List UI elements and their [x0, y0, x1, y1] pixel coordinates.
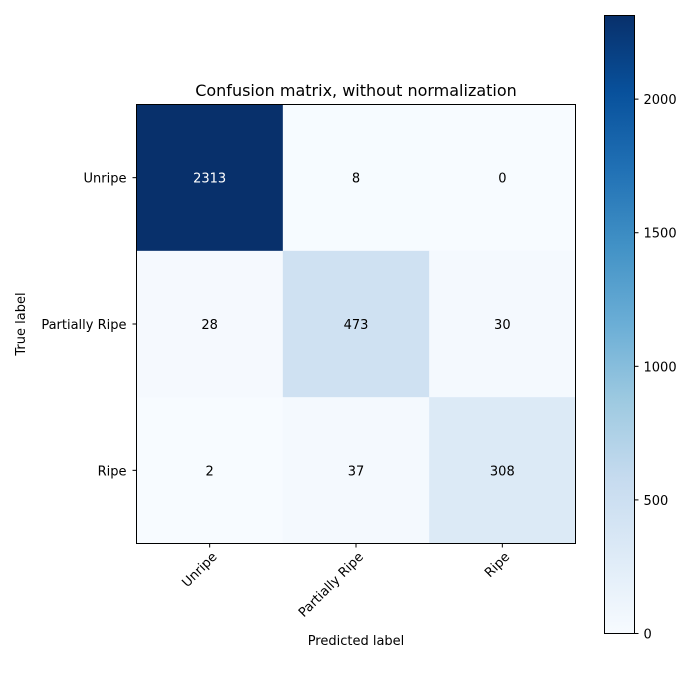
heatmap-cell — [282, 397, 430, 544]
heatmap-cell — [429, 397, 576, 544]
heatmap-cell — [136, 397, 284, 544]
y-axis-label: True label — [14, 292, 29, 356]
x-axis-ticks: Unripe Partially Ripe Ripe — [180, 543, 513, 621]
colorbar-tick-label: 500 — [644, 494, 669, 509]
cell-value-label: 0 — [498, 172, 506, 187]
y-tick-label: Unripe — [84, 172, 127, 187]
colorbar-tick-label: 0 — [644, 628, 652, 643]
heatmap-cell — [429, 250, 576, 398]
cell-value-label: 2 — [206, 464, 214, 479]
colorbar — [604, 15, 635, 634]
colorbar-tick-label: 1500 — [644, 227, 677, 242]
heatmap-cell — [282, 104, 430, 252]
colorbar-ticks: 0 500 1000 1500 2000 — [634, 93, 677, 643]
x-tick-label: Unripe — [180, 550, 221, 591]
cell-value-label: 37 — [348, 464, 365, 479]
cell-value-label: 473 — [344, 318, 369, 333]
x-tick-label: Ripe — [482, 550, 513, 581]
y-tick-label: Partially Ripe — [41, 318, 126, 333]
heatmap-cell — [136, 104, 284, 252]
chart-title: Confusion matrix, without normalization — [195, 81, 517, 100]
y-tick-label: Ripe — [98, 464, 127, 479]
x-tick-label: Partially Ripe — [296, 550, 367, 621]
heatmap-cells — [136, 104, 576, 544]
x-axis-label: Predicted label — [308, 634, 405, 649]
cell-value-label: 8 — [352, 172, 360, 187]
heatmap-cell — [282, 250, 430, 398]
heatmap-cell — [136, 250, 284, 398]
cell-value-label: 308 — [490, 464, 515, 479]
cell-value-label: 28 — [201, 318, 218, 333]
cell-value-label: 30 — [494, 318, 511, 333]
heatmap-cell-labels: 2313 8 0 28 473 30 2 37 308 — [193, 172, 515, 480]
y-axis-ticks: Unripe Partially Ripe Ripe — [41, 172, 137, 479]
heatmap-cell — [429, 104, 576, 252]
colorbar-tick-label: 1000 — [644, 360, 677, 375]
colorbar-tick-label: 2000 — [644, 93, 677, 108]
cell-value-label: 2313 — [193, 172, 226, 187]
